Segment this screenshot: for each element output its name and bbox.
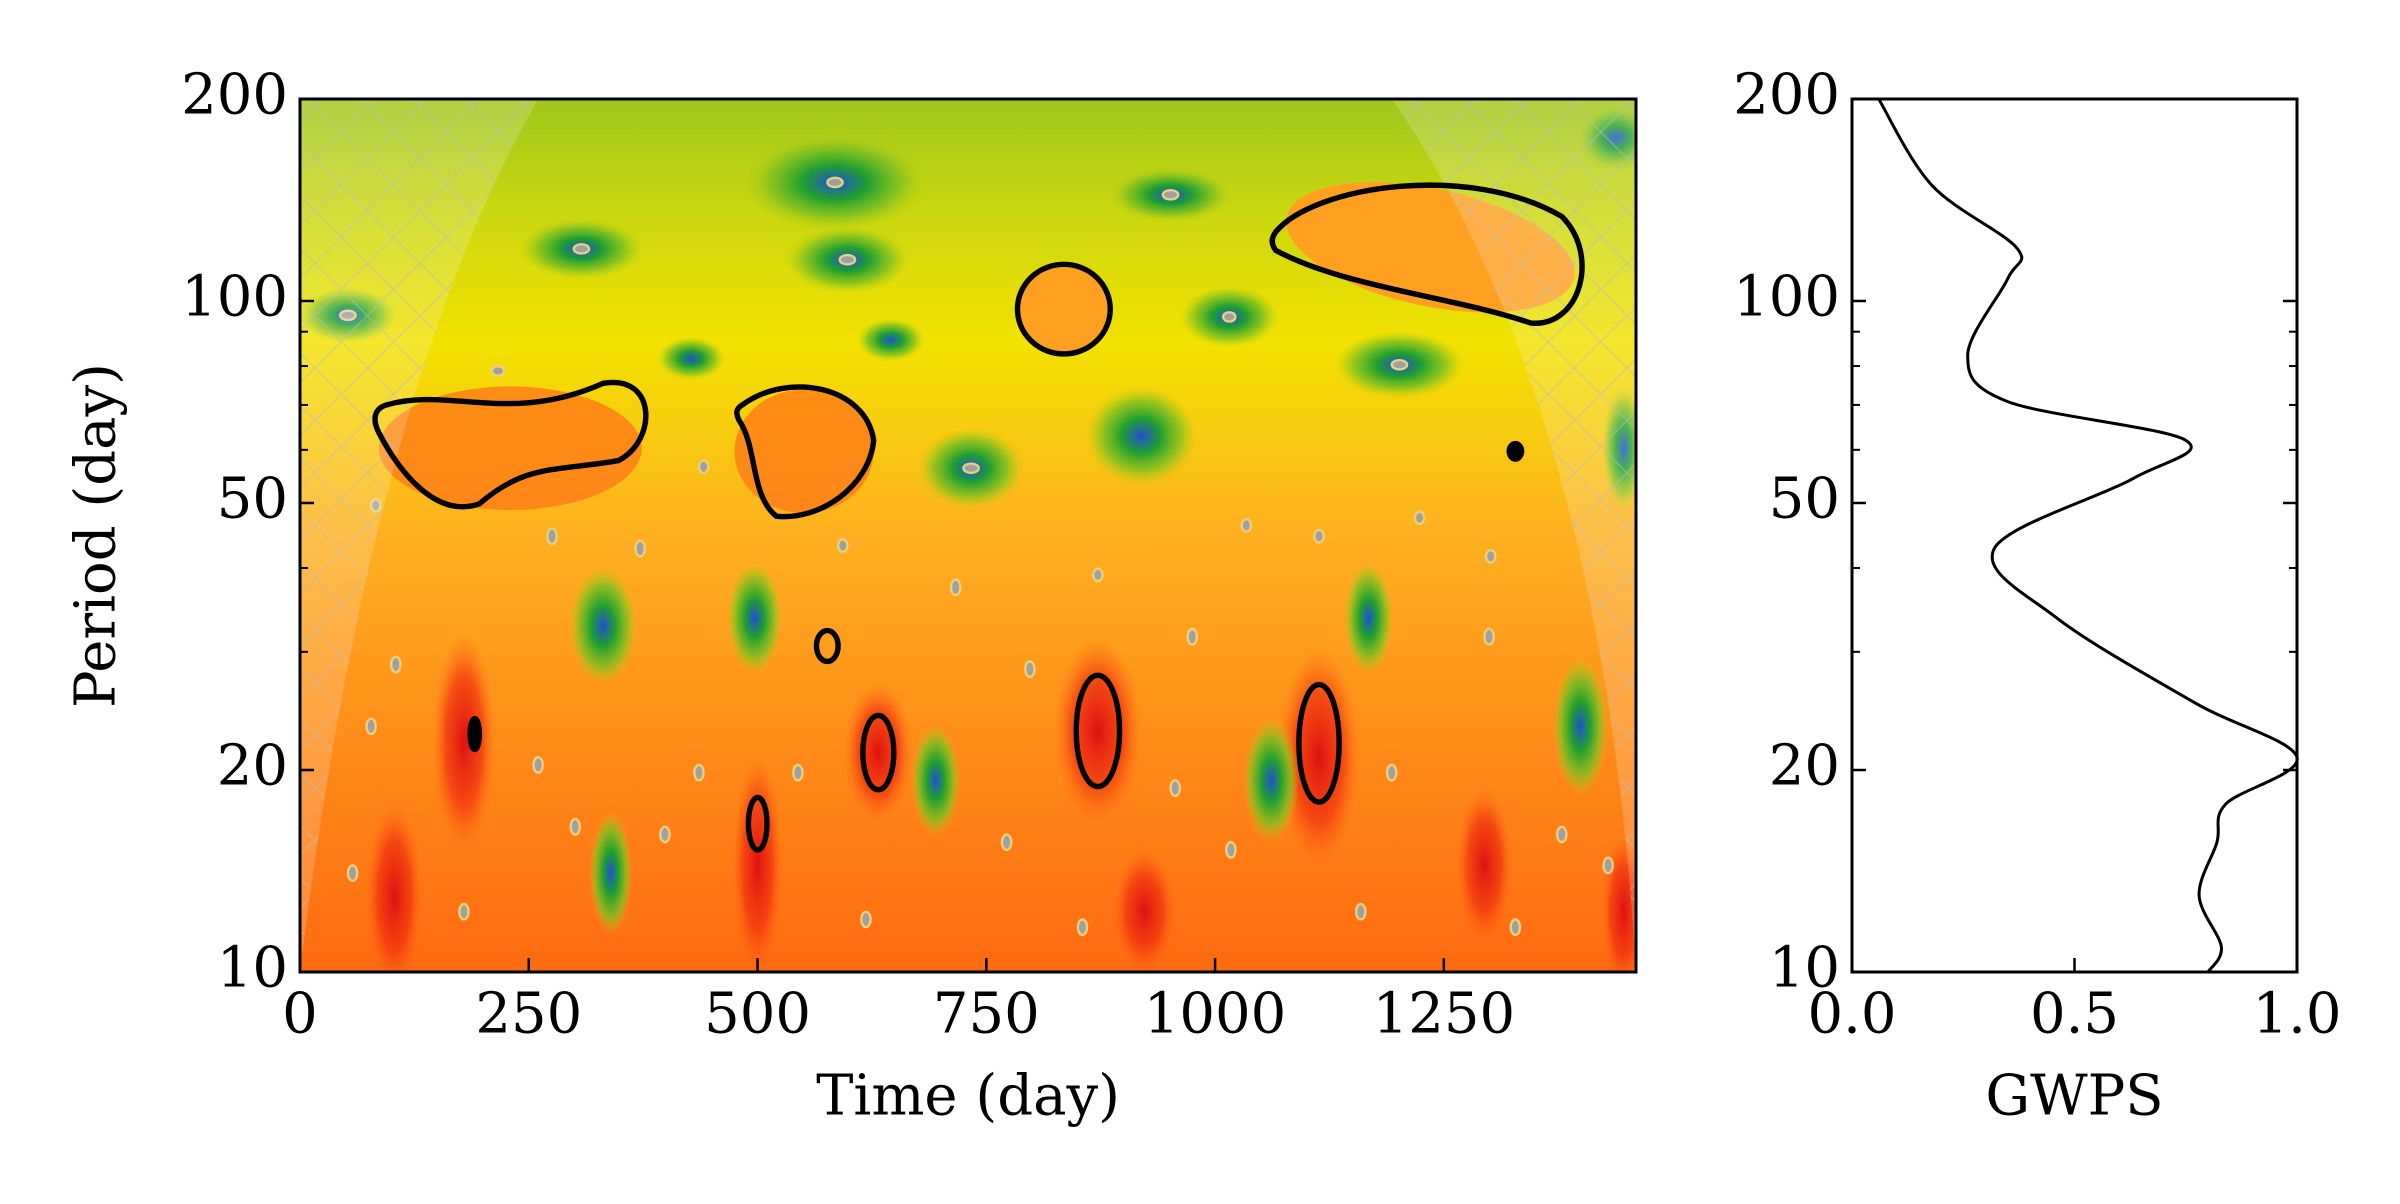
- x-tick-label: 0.0: [1807, 982, 1896, 1047]
- y-tick-label: 50: [1769, 466, 1840, 531]
- y-tick-label: 20: [217, 734, 288, 799]
- x-tick-label: 500: [704, 982, 811, 1047]
- y-tick-label: 20: [1769, 734, 1840, 799]
- x-tick-label: 1250: [1373, 982, 1516, 1047]
- y-tick-label: 10: [217, 936, 288, 1001]
- x-tick-label: 0: [282, 982, 318, 1047]
- x-axis-label: GWPS: [1985, 1064, 2163, 1129]
- y-tick-label: 200: [1733, 63, 1840, 128]
- gwps-line: [1877, 98, 2299, 973]
- axes-frame: [298, 97, 1638, 974]
- x-tick-label: 750: [933, 982, 1040, 1047]
- y-tick-label: 100: [1733, 264, 1840, 329]
- wavelet-map: [300, 99, 1636, 972]
- cone-of-influence: [300, 99, 1636, 972]
- y-tick-label: 50: [217, 466, 288, 531]
- y-axis-label: Period (day): [64, 363, 129, 708]
- x-tick-label: 250: [475, 982, 582, 1047]
- minor-spots: [339, 176, 1614, 937]
- x-tick-label: 1000: [1144, 982, 1287, 1047]
- significance-contours: [372, 182, 1585, 853]
- y-tick-label: 10: [1769, 936, 1840, 1001]
- x-tick-label: 1.0: [2252, 982, 2341, 1047]
- y-tick-label: 200: [181, 63, 288, 128]
- y-tick-label: 100: [181, 264, 288, 329]
- x-axis-label: Time (day): [816, 1064, 1120, 1129]
- x-tick-label: 0.5: [2030, 982, 2119, 1047]
- axes-frame: [1850, 97, 2299, 974]
